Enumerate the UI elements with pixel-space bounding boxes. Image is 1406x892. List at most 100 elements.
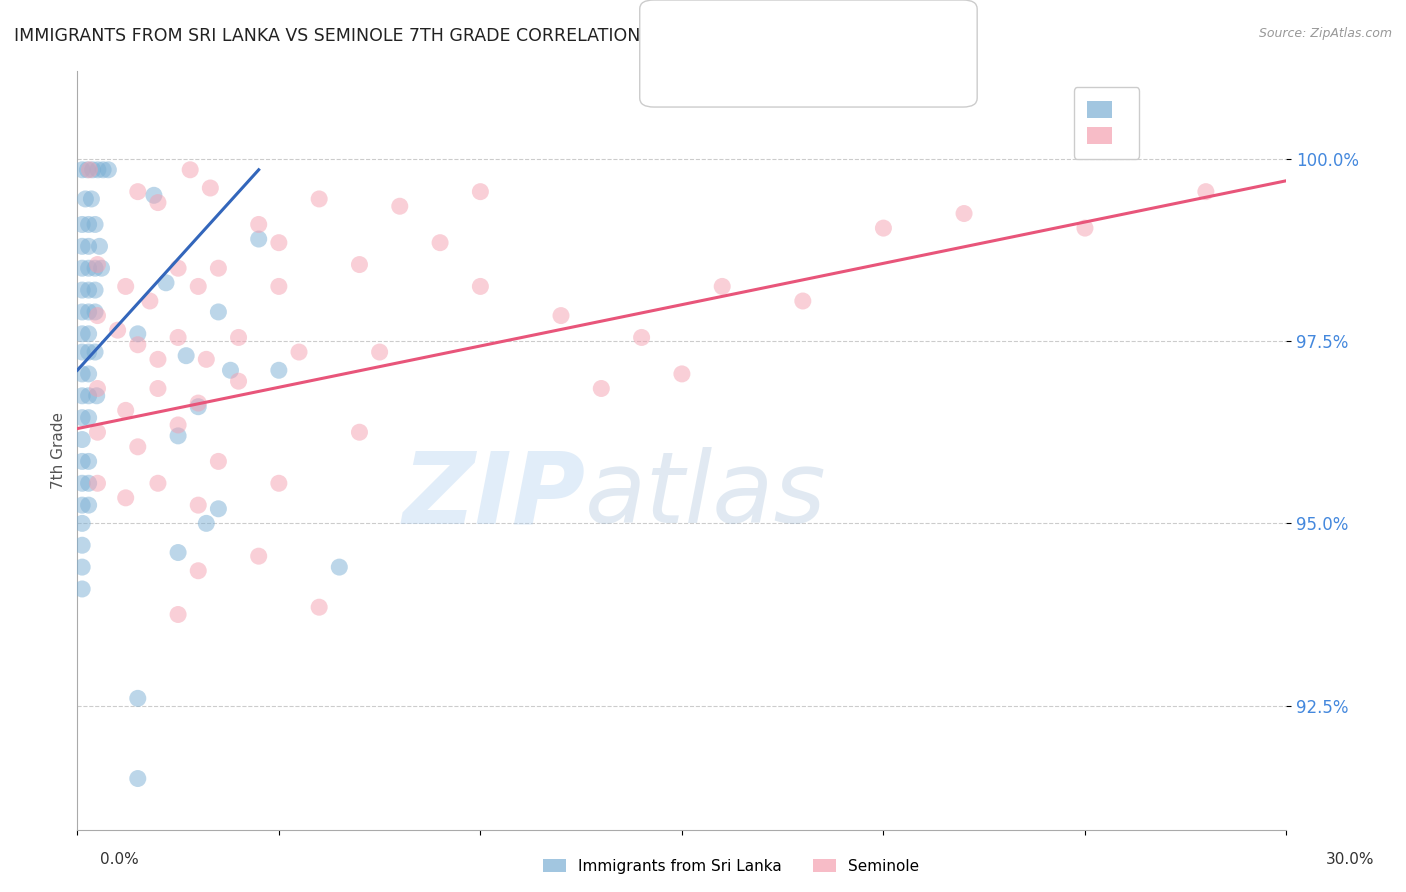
Text: atlas: atlas: [585, 448, 827, 544]
Point: [84, 283, 107, 297]
Point: [146, 476, 169, 491]
Point: [114, 491, 136, 505]
Point: [207, 261, 229, 276]
Point: [349, 258, 371, 272]
Point: [90, 261, 112, 276]
Point: [91, 162, 114, 177]
Text: 0.270: 0.270: [720, 29, 772, 46]
Point: [288, 345, 311, 359]
Point: [470, 185, 492, 199]
Point: [77, 410, 100, 425]
Point: [155, 276, 177, 290]
Point: [872, 221, 894, 235]
Point: [953, 206, 976, 220]
Point: [187, 279, 209, 293]
Point: [267, 235, 290, 250]
Y-axis label: 7th Grade: 7th Grade: [51, 412, 66, 489]
Point: [139, 293, 162, 308]
Point: [70, 454, 93, 468]
Point: [86, 309, 108, 323]
Point: [114, 403, 136, 417]
Point: [70, 305, 93, 319]
Point: [550, 309, 572, 323]
Point: [247, 549, 270, 564]
Point: [308, 192, 330, 206]
Point: [167, 545, 190, 559]
Point: [77, 389, 100, 403]
Point: [167, 417, 190, 432]
Text: 68: 68: [806, 29, 828, 46]
Point: [630, 330, 652, 344]
Point: [75, 192, 97, 206]
Point: [207, 501, 229, 516]
Text: R =: R =: [682, 55, 718, 73]
Point: [70, 326, 93, 341]
Point: [70, 433, 93, 447]
Point: [77, 283, 100, 297]
Text: N =: N =: [768, 29, 815, 46]
Point: [142, 188, 165, 202]
Point: [267, 476, 290, 491]
Point: [207, 305, 229, 319]
Point: [114, 279, 136, 293]
Text: IMMIGRANTS FROM SRI LANKA VS SEMINOLE 7TH GRADE CORRELATION CHART: IMMIGRANTS FROM SRI LANKA VS SEMINOLE 7T…: [14, 27, 704, 45]
Text: N =: N =: [768, 55, 815, 73]
Point: [77, 367, 100, 381]
Point: [1074, 221, 1097, 235]
Point: [267, 363, 290, 377]
Point: [70, 538, 93, 552]
Point: [146, 352, 169, 367]
Point: [349, 425, 371, 440]
Point: [167, 330, 190, 344]
Point: [97, 162, 120, 177]
Point: [200, 181, 222, 195]
Point: [77, 218, 100, 232]
Point: [70, 261, 93, 276]
Point: [77, 476, 100, 491]
Point: [792, 293, 814, 308]
Point: [127, 326, 149, 341]
Point: [70, 218, 93, 232]
Point: [187, 396, 209, 410]
Point: [82, 162, 104, 177]
Point: [195, 516, 218, 531]
Point: [174, 349, 197, 363]
Point: [328, 560, 350, 574]
Point: [187, 400, 209, 414]
Point: [70, 367, 93, 381]
Point: [70, 389, 93, 403]
Point: [368, 345, 391, 359]
Text: 30.0%: 30.0%: [1326, 852, 1374, 867]
Point: [86, 425, 108, 440]
Point: [77, 326, 100, 341]
Point: [308, 600, 330, 615]
Point: [167, 607, 190, 622]
Legend: , : ,: [1074, 87, 1139, 159]
Point: [1195, 185, 1218, 199]
Point: [127, 691, 149, 706]
Point: [86, 389, 108, 403]
Point: [146, 382, 169, 396]
Point: [267, 279, 290, 293]
Text: 0.0%: 0.0%: [100, 852, 139, 867]
Point: [70, 476, 93, 491]
Point: [77, 498, 100, 512]
Point: [77, 239, 100, 253]
Point: [77, 305, 100, 319]
Text: R =: R =: [682, 29, 718, 46]
Point: [470, 279, 492, 293]
Point: [70, 239, 93, 253]
Point: [77, 454, 100, 468]
Point: [86, 258, 108, 272]
Point: [388, 199, 411, 213]
Point: [70, 345, 93, 359]
Point: [84, 218, 107, 232]
Point: [86, 382, 108, 396]
Point: [187, 498, 209, 512]
Point: [80, 192, 103, 206]
Point: [146, 195, 169, 210]
Point: [77, 345, 100, 359]
Point: [127, 337, 149, 351]
Point: [127, 440, 149, 454]
Point: [247, 232, 270, 246]
